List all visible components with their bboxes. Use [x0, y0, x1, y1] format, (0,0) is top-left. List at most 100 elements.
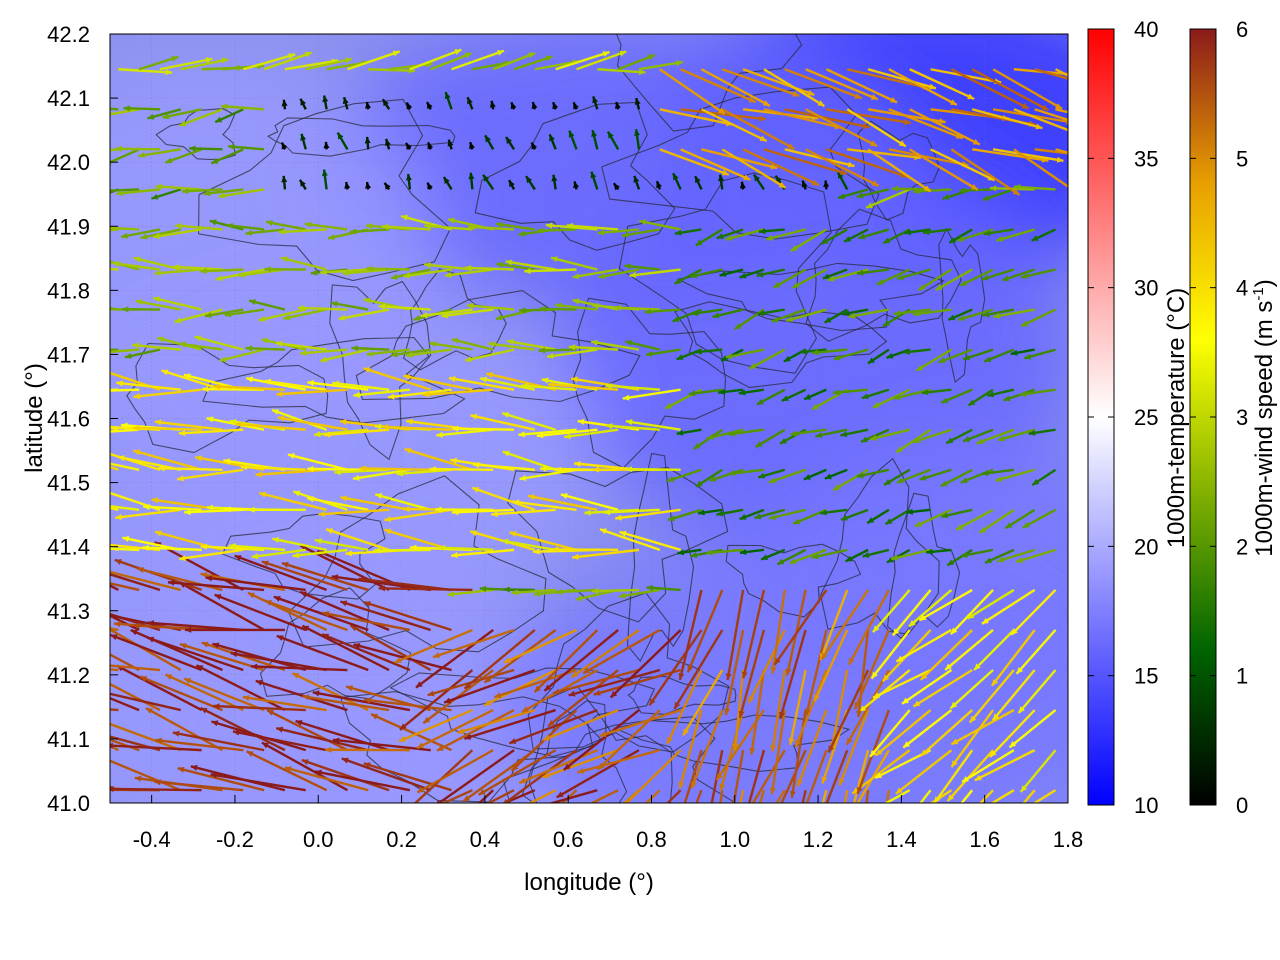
- wind-arrow: [508, 179, 516, 190]
- wind-arrow: [151, 188, 182, 200]
- wind-arrow: [895, 628, 952, 663]
- wind-arrow: [961, 749, 1015, 784]
- y-tick-label: 41.4: [47, 535, 90, 560]
- wind-arrow: [749, 669, 766, 755]
- wind-arrow: [833, 348, 869, 361]
- wind-arrow: [145, 707, 224, 752]
- wind-arrow: [110, 108, 140, 116]
- wind-arrow: [837, 188, 869, 200]
- x-tick-label: 1.6: [969, 827, 1000, 852]
- wind-arrow: [226, 222, 265, 231]
- colorbar-tick-label: 15: [1134, 664, 1158, 689]
- wind-arrow: [358, 576, 452, 592]
- contour-line: [126, 342, 329, 454]
- wind-arrow: [813, 629, 849, 702]
- wind-arrow: [505, 136, 516, 151]
- wind-arrow: [1019, 388, 1056, 397]
- wind-arrow: [299, 98, 307, 110]
- colorbar-tick-label: 35: [1134, 146, 1158, 171]
- wind-arrow: [441, 789, 473, 803]
- contour-line: [938, 227, 986, 383]
- wind-arrow: [901, 669, 953, 705]
- wind-arrow: [248, 506, 306, 513]
- wind-arrow: [353, 388, 411, 398]
- wind-arrow: [789, 548, 827, 565]
- wind-arrow: [784, 68, 863, 100]
- wind-arrow: [374, 493, 432, 511]
- wind-arrow: [248, 299, 286, 311]
- wind-arrow: [1010, 589, 1057, 636]
- wind-arrow: [799, 348, 827, 355]
- temperature-colorbar: 10 15 20 25 30 35 40 1000m-temperature (°C): [1087, 17, 1190, 818]
- wind-arrow: [572, 268, 619, 280]
- wind-arrow: [436, 749, 515, 803]
- wind-arrow: [340, 600, 432, 632]
- wind-arrow: [138, 148, 181, 159]
- wind-arrow: [265, 220, 306, 231]
- wind-arrow: [1022, 789, 1036, 803]
- wind-arrow: [463, 629, 536, 690]
- wind-arrow: [946, 548, 973, 567]
- wind-arrow: [645, 348, 681, 357]
- wind-arrow: [805, 68, 879, 101]
- wind-arrow: [590, 339, 640, 351]
- wind-arrow: [874, 709, 932, 757]
- contour-line: [805, 208, 962, 342]
- wind-arrow: [577, 748, 661, 774]
- wind-arrow: [846, 108, 907, 148]
- wind-arrow: [981, 468, 1015, 477]
- wind-arrow: [177, 766, 265, 792]
- x-tick-label: 1.8: [1053, 827, 1084, 852]
- wind-arrow: [667, 508, 702, 522]
- wind-arrow: [906, 508, 931, 515]
- wind-arrow: [366, 265, 410, 272]
- wind-arrow: [214, 593, 307, 632]
- wind-arrow: [235, 421, 306, 431]
- wind-arrow: [451, 49, 505, 71]
- wind-arrow: [937, 348, 973, 364]
- wind-arrow: [403, 374, 473, 391]
- x-tick-label: 0.6: [553, 827, 584, 852]
- y-axis: 41.0 41.1 41.2 41.3 41.4 41.5 41.6 41.7 41.8 41.9…: [47, 22, 118, 816]
- wind-arrow: [287, 453, 348, 471]
- wind-arrow: [139, 675, 223, 712]
- wind-arrow: [983, 228, 1015, 237]
- wind-arrow: [738, 388, 765, 396]
- wind-arrow: [721, 108, 796, 151]
- contour-line: [528, 685, 673, 803]
- wind-arrow: [591, 587, 640, 595]
- wind-arrow: [203, 188, 244, 197]
- wind-arrow: [255, 679, 348, 712]
- wind-arrow: [110, 653, 140, 672]
- contour-line: [521, 700, 628, 803]
- wind-arrow: [176, 468, 244, 482]
- wind-arrow: [886, 548, 911, 564]
- wind-arrow: [470, 413, 536, 431]
- wind-arrow: [503, 628, 577, 664]
- wind-arrow: [771, 308, 806, 323]
- wind-arrow: [930, 148, 996, 182]
- wind-arrow: [695, 348, 723, 355]
- wind-arrow: [655, 180, 662, 190]
- wind-arrow: [232, 729, 327, 752]
- wind-arrow: [110, 582, 140, 592]
- wind-arrow: [432, 628, 515, 659]
- wind-arrow: [573, 181, 580, 190]
- wind-arrow: [383, 182, 391, 191]
- wind-arrow: [893, 388, 931, 401]
- wind-arrow: [420, 308, 473, 319]
- wind-arrow: [422, 388, 494, 398]
- wind-arrow: [314, 538, 369, 552]
- wind-arrow: [214, 108, 244, 124]
- wind-arrow: [992, 148, 1064, 163]
- wind-arrow: [154, 268, 202, 277]
- wind-arrow: [438, 544, 494, 552]
- wind-arrow: [621, 228, 661, 238]
- y-axis-title: latitude (°): [21, 363, 48, 473]
- x-tick-label: 1.2: [803, 827, 834, 852]
- wind-arrow: [258, 308, 307, 322]
- wind-arrow: [718, 388, 744, 395]
- wind-arrow: [162, 108, 202, 120]
- wind-arrow: [591, 129, 599, 150]
